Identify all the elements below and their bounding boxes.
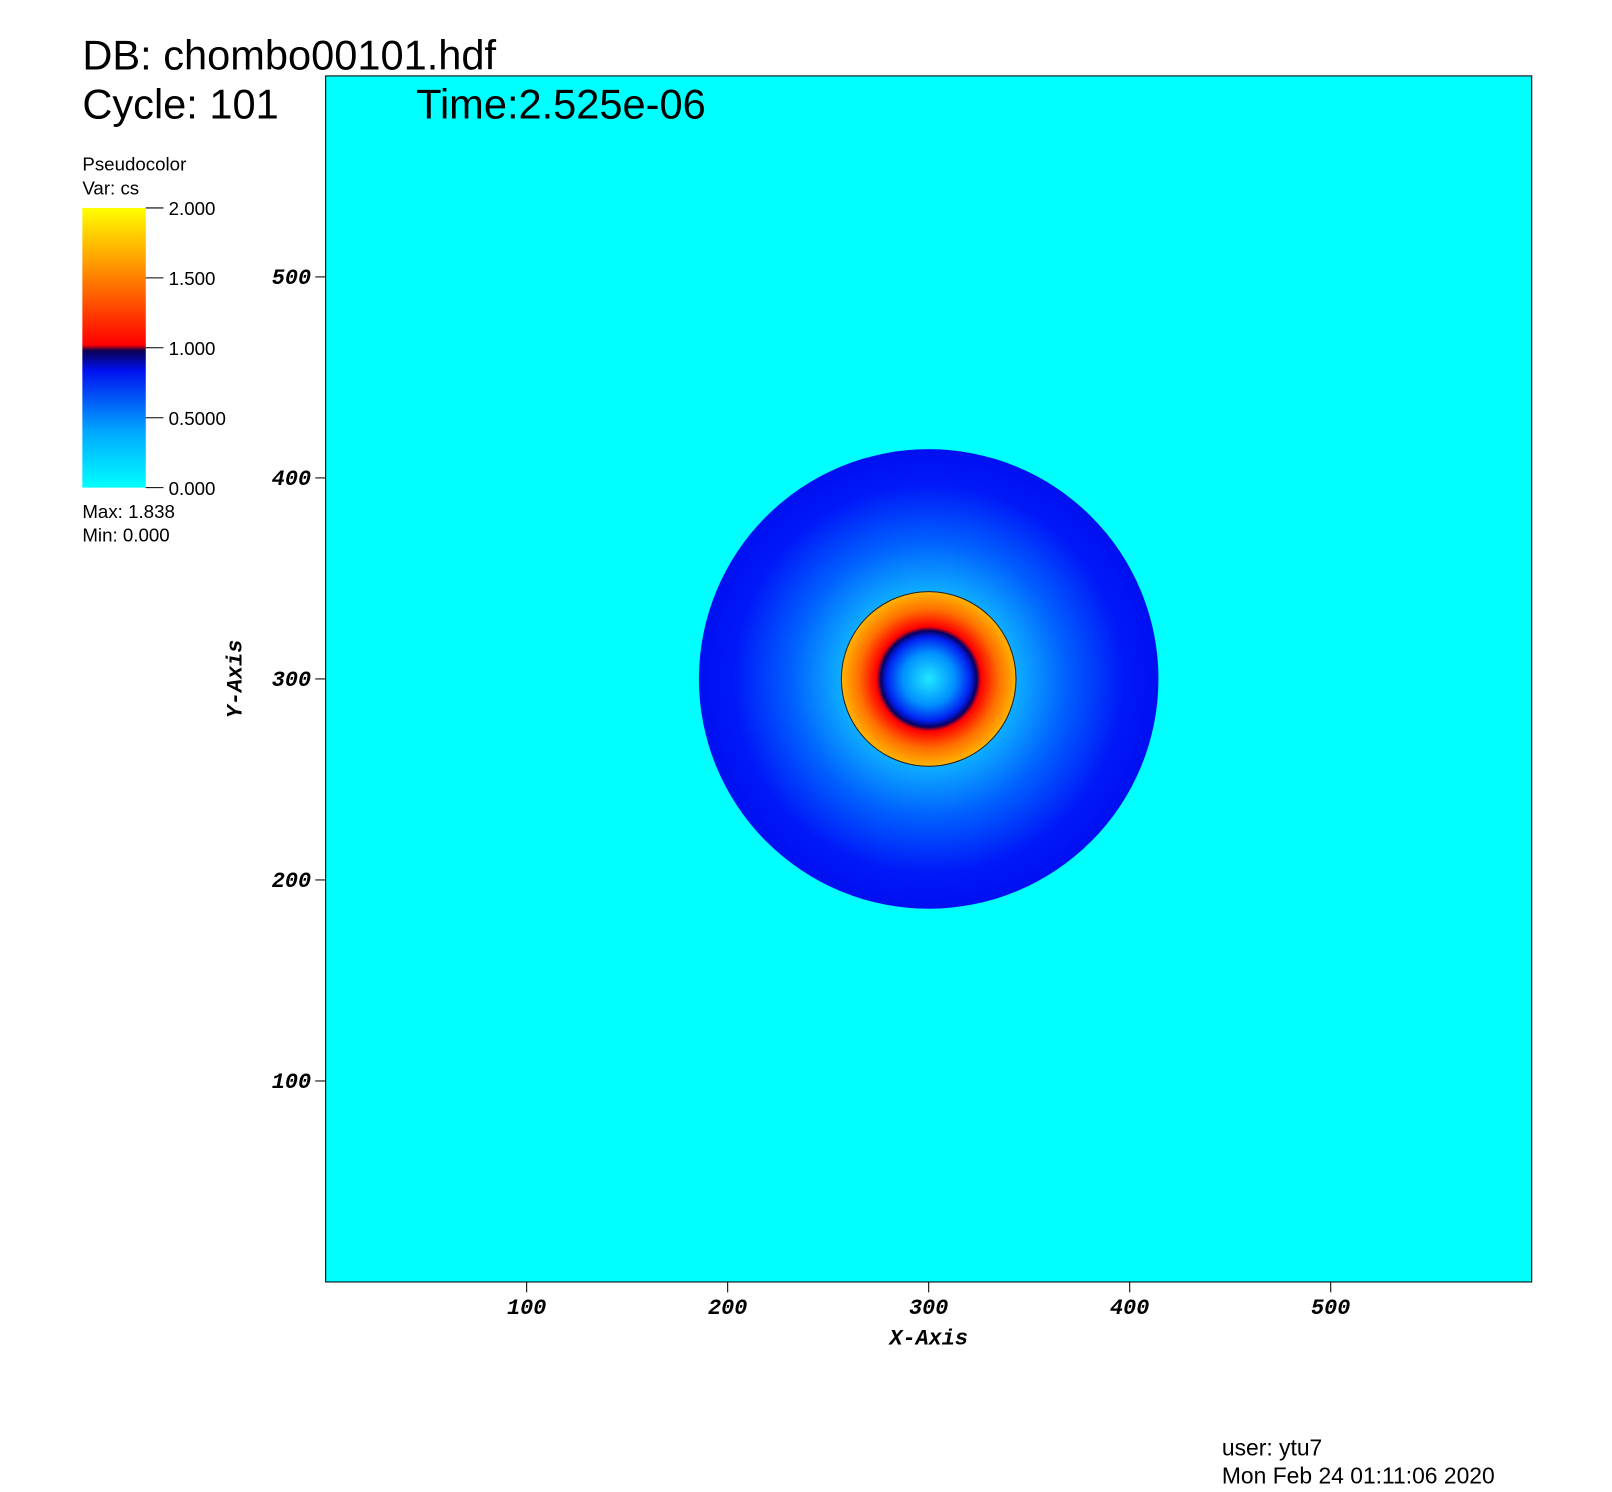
colorbar xyxy=(82,207,146,488)
y-tick-label: 200 xyxy=(272,869,311,894)
colorbar-tick-label: 1.500 xyxy=(169,268,216,289)
db-label: DB: chombo00101.hdf xyxy=(82,32,496,79)
colorbar-tick-label: 1.000 xyxy=(169,338,216,359)
max-label: Max: 1.838 xyxy=(82,501,175,522)
user-label: user: ytu7 xyxy=(1222,1435,1322,1461)
x-tick-label: 200 xyxy=(708,1296,747,1321)
y-tick-label: 400 xyxy=(272,467,311,492)
colorbar-tick-label: 2.000 xyxy=(169,198,216,219)
x-tick-label: 500 xyxy=(1311,1296,1350,1321)
x-axis-label: X-Axis xyxy=(887,1326,968,1351)
date-label: Mon Feb 24 01:11:06 2020 xyxy=(1222,1463,1495,1489)
colorbar-tick-label: 0.5000 xyxy=(169,408,226,429)
y-tick-label: 300 xyxy=(272,668,311,693)
min-label: Min: 0.000 xyxy=(82,525,169,546)
variable-label: Var: cs xyxy=(82,177,139,198)
x-tick-label: 400 xyxy=(1110,1296,1149,1321)
plot-area xyxy=(325,75,1533,1283)
legend-title: Pseudocolor xyxy=(82,154,186,175)
colorbar-tick-label: 0.000 xyxy=(169,478,216,499)
y-axis-label: Y-Axis xyxy=(223,640,248,719)
cycle-label: Cycle: 101 xyxy=(82,81,278,128)
time-label: Time:2.525e-06 xyxy=(416,81,706,128)
y-tick-label: 100 xyxy=(272,1070,311,1095)
x-tick-label: 300 xyxy=(909,1296,948,1321)
y-tick-label: 500 xyxy=(272,266,311,291)
x-tick-label: 100 xyxy=(507,1296,546,1321)
